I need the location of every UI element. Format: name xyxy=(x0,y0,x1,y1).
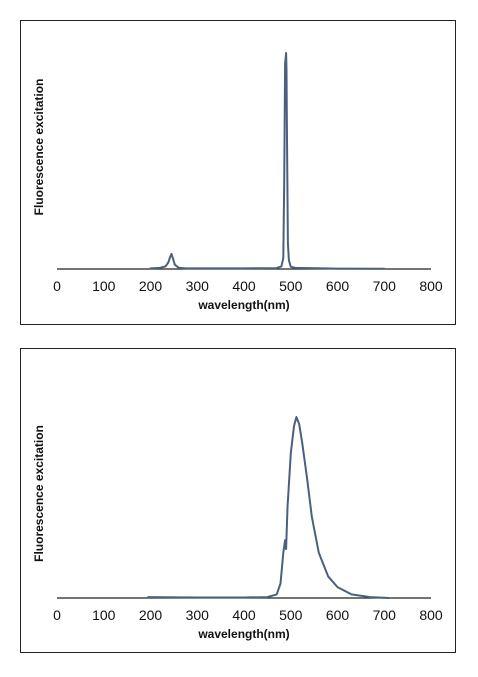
x-tick-label: 700 xyxy=(373,607,397,623)
y-axis-label: Fluorescence excitation xyxy=(32,425,46,562)
chart-panel-top: 0 100 200 300 400 500 600 700 800 wavelength(nm) F… xyxy=(20,20,456,325)
x-tick-label: 400 xyxy=(232,607,256,623)
x-tick-label: 700 xyxy=(373,278,397,294)
y-axis-label: Fluorescence excitation xyxy=(32,79,46,216)
x-tick-label: 800 xyxy=(419,607,443,623)
x-tick-label: 400 xyxy=(232,278,256,294)
x-axis-label: wavelength(nm) xyxy=(197,627,289,641)
spectrum-line-bottom xyxy=(147,416,390,599)
x-tick-label: 100 xyxy=(92,278,116,294)
spectrum-line-top xyxy=(149,52,386,270)
x-tick-label: 200 xyxy=(139,607,163,623)
x-tick-label: 0 xyxy=(53,278,61,294)
x-axis-label: wavelength(nm) xyxy=(197,298,289,312)
spectrum-chart-bottom: 0 100 200 300 400 500 600 700 800 wavelength(nm) F… xyxy=(32,416,443,641)
x-tick-label: 800 xyxy=(419,278,443,294)
chart-panel-bottom: 0 100 200 300 400 500 600 700 800 wavelength(nm) F… xyxy=(20,348,456,653)
x-tick-label: 300 xyxy=(186,607,210,623)
spectrum-chart-top: 0 100 200 300 400 500 600 700 800 wavelength(nm) F… xyxy=(32,52,443,312)
x-tick-label: 0 xyxy=(53,607,61,623)
x-tick-label: 600 xyxy=(326,278,350,294)
x-tick-label: 600 xyxy=(326,607,350,623)
x-tick-label: 300 xyxy=(186,278,210,294)
x-tick-label: 500 xyxy=(279,278,303,294)
x-tick-label: 100 xyxy=(92,607,116,623)
x-tick-label: 200 xyxy=(139,278,163,294)
x-tick-label: 500 xyxy=(279,607,303,623)
